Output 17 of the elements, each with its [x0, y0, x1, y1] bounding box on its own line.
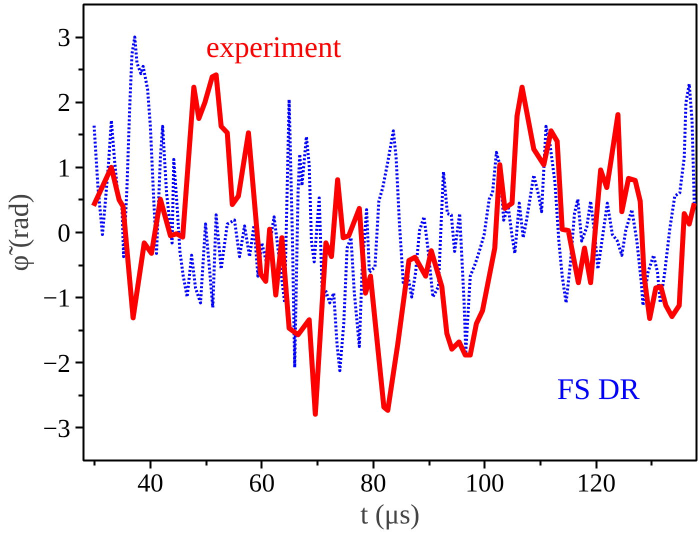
y-tick-label: −1: [42, 284, 71, 313]
x-tick-label: 100: [465, 468, 504, 498]
x-tick-label: 40: [137, 468, 164, 498]
series-label: experiment: [206, 30, 342, 64]
y-tick-label: −3: [42, 414, 71, 443]
x-tick-label: 60: [248, 468, 275, 498]
y-tick-label: −2: [42, 348, 71, 378]
text: FS DR: [557, 372, 640, 406]
y-tick-label: 3: [58, 23, 70, 52]
x-axis-title: t (μs): [360, 500, 420, 530]
y-tick-label: 0: [58, 218, 70, 248]
x-tick-label: 80: [360, 468, 386, 498]
y-axis-title: φ̃ (rad): [4, 194, 35, 272]
line-series: [92, 36, 696, 372]
x-tick-label: 120: [576, 468, 616, 498]
y-tick-label: 1: [58, 153, 70, 182]
y-tick-label: 2: [58, 88, 70, 118]
